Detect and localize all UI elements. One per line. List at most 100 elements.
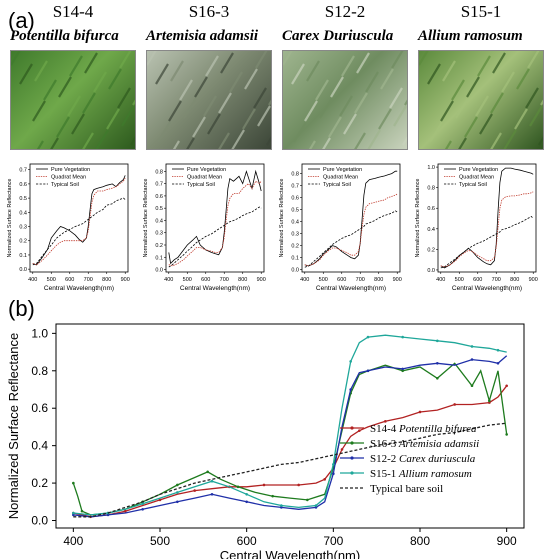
vegetation-photo xyxy=(146,50,272,150)
data-point xyxy=(141,507,144,511)
y-tick-label: 0.3 xyxy=(155,231,163,237)
legend-label: Quadrat Mean xyxy=(51,175,86,181)
y-tick-label: 0.3 xyxy=(19,225,27,231)
leaf-stroke xyxy=(119,51,132,69)
x-tick-label: 900 xyxy=(257,277,266,283)
data-point xyxy=(453,403,456,406)
leaf-stroke xyxy=(404,99,407,106)
y-tick-label: 0.2 xyxy=(155,243,163,249)
y-axis-label: Normalized Surface Reflectance xyxy=(6,333,21,519)
leaf-stroke xyxy=(380,68,394,90)
data-point xyxy=(210,493,214,496)
data-point xyxy=(401,367,404,371)
data-point xyxy=(236,485,240,489)
data-point xyxy=(124,509,127,513)
data-point xyxy=(496,348,500,352)
leaf-stroke xyxy=(231,129,245,149)
leaf-stroke xyxy=(183,97,197,119)
x-tick-label: 600 xyxy=(337,277,346,283)
plot-frame xyxy=(29,163,129,273)
leaf-stroke xyxy=(283,51,293,66)
vegetation-photo xyxy=(10,50,136,150)
y-axis-label: Normalized Surface Reflectance xyxy=(7,179,13,258)
series-line xyxy=(168,206,262,268)
leaf-stroke xyxy=(341,55,355,77)
data-point xyxy=(401,369,404,373)
x-tick-label: 800 xyxy=(410,534,430,548)
x-tick-label: 500 xyxy=(150,534,170,548)
y-axis-label: Normalized Surface Reflectance xyxy=(279,179,285,258)
vegetation-texture xyxy=(11,51,135,149)
x-tick-label: 900 xyxy=(121,277,130,283)
data-point xyxy=(176,500,179,504)
legend-marker xyxy=(350,441,354,445)
x-axis-label: Central Wavelength(nm) xyxy=(220,548,360,559)
leaf-stroke xyxy=(393,105,407,127)
x-tick-label: 400 xyxy=(436,277,445,283)
leaf-stroke xyxy=(367,129,381,149)
leaf-stroke xyxy=(308,140,316,149)
vegetation-texture xyxy=(283,51,407,149)
leaf-stroke xyxy=(229,71,243,93)
leaf-stroke xyxy=(194,76,208,98)
data-point xyxy=(176,491,179,494)
legend-label: S16-3 Artemisia adamsii xyxy=(370,438,479,450)
leaf-stroke xyxy=(455,97,469,119)
legend-species: Potentilla bifurca xyxy=(396,423,477,435)
species-label: Artemisia adamsii xyxy=(146,28,259,44)
x-tick-label: 500 xyxy=(319,277,328,283)
x-tick-label: 600 xyxy=(201,277,210,283)
legend-label: Quadrat Mean xyxy=(187,175,222,181)
leaf-stroke xyxy=(69,55,83,77)
legend-label: Quadrat Mean xyxy=(323,175,358,181)
x-tick-label: 800 xyxy=(238,277,247,283)
site-code-label: S14-4 xyxy=(52,2,94,21)
x-tick-label: 800 xyxy=(102,277,111,283)
data-point xyxy=(470,384,474,388)
series-line xyxy=(73,385,508,518)
plot-frame xyxy=(55,323,525,529)
legend-species: Carex duriuscula xyxy=(396,453,476,465)
leaf-stroke xyxy=(36,140,44,149)
y-tick-label: 0.6 xyxy=(427,206,435,212)
leaf-stroke xyxy=(466,76,480,98)
data-point xyxy=(72,481,75,485)
data-point xyxy=(418,410,422,414)
data-point xyxy=(384,420,387,423)
leaf-stroke xyxy=(67,95,81,117)
y-tick-label: 0.2 xyxy=(31,476,48,490)
legend-marker xyxy=(350,426,354,430)
leaf-stroke xyxy=(218,92,232,114)
data-point xyxy=(323,478,326,481)
data-point xyxy=(280,504,283,507)
leaf-stroke xyxy=(205,55,219,77)
y-tick-label: 0.4 xyxy=(427,227,435,233)
species-label: Potentilla bifurca xyxy=(10,28,119,44)
small-spectral-chart: 400 500 600 700 800 900 0.0 0.1 0.2 0.3 0.4 0.5 0.6 0… xyxy=(143,163,266,292)
site-code-label: S15-1 xyxy=(460,2,502,21)
data-point xyxy=(349,388,352,391)
x-axis-label: Central Wavelength(nm) xyxy=(44,285,114,292)
series-line xyxy=(440,191,534,268)
data-point xyxy=(358,429,361,432)
x-tick-label: 600 xyxy=(473,277,482,283)
data-point xyxy=(436,339,439,343)
x-tick-label: 800 xyxy=(374,277,383,283)
data-point xyxy=(245,500,248,504)
leaf-stroke xyxy=(319,97,333,119)
data-point xyxy=(314,506,318,509)
leaf-stroke xyxy=(490,132,502,149)
legend-label: Pure Vegetation xyxy=(323,167,362,173)
x-axis-label: Central Wavelength(nm) xyxy=(452,285,522,292)
species-label: Allium ramosum xyxy=(418,28,523,44)
leaf-stroke xyxy=(255,51,268,69)
leaf-stroke xyxy=(490,92,504,114)
data-point xyxy=(306,498,309,502)
legend-code: S14-4 xyxy=(370,423,397,435)
x-tick-label: 900 xyxy=(393,277,402,283)
leaf-stroke xyxy=(516,68,530,90)
data-point xyxy=(262,483,266,487)
y-tick-label: 0.1 xyxy=(291,256,299,262)
leaf-stroke xyxy=(242,108,256,130)
data-point xyxy=(401,335,404,339)
